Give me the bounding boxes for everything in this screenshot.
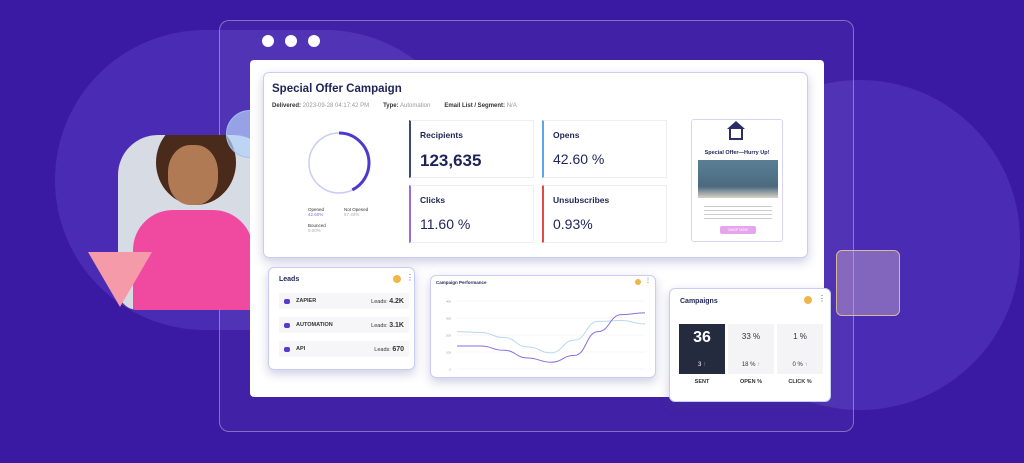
performance-line-chart: 400 300 200 100 0 (446, 300, 646, 372)
stat-value: 123,635 (420, 151, 482, 170)
stat-value: 42.60 % (553, 151, 605, 167)
tile-label: CLICK % (788, 379, 812, 385)
legend-label: Opened (308, 207, 325, 212)
email-headline: Special Offer—Hurry Up! (704, 150, 770, 156)
stat-label: Recipients (420, 130, 463, 140)
help-icon[interactable] (635, 279, 641, 285)
legend-label: Bounced (308, 223, 326, 228)
delivered-value: 2023-09-28 04:17:42 PM (302, 103, 370, 109)
chart-title: Campaign Performance (436, 280, 487, 285)
shop-now-button[interactable]: SHOP NOW (720, 226, 756, 234)
legend-value: 0.00% (308, 228, 321, 233)
opens-donut-chart (307, 131, 371, 195)
stat-card-opens: Opens 42.60 % (542, 120, 667, 178)
y-tick-label: 200 (446, 334, 451, 338)
arrow-up-icon: ↑ (757, 362, 761, 368)
more-options-icon[interactable]: ⋮ (406, 273, 414, 282)
email-body-text (704, 206, 772, 220)
arrow-up-icon: ↑ (703, 362, 706, 368)
delivered-label: Delivered: (272, 103, 302, 109)
tile-change: 0 % ↑ (792, 362, 808, 368)
lead-count: Leads: 4.2K (371, 297, 404, 305)
type-value: Automation (399, 103, 431, 109)
campaign-performance-card: Campaign Performance ⋮ 400 300 200 100 0 (430, 275, 656, 378)
list-label: Email List / Segment: (444, 103, 506, 109)
more-options-icon[interactable]: ⋮ (645, 278, 651, 284)
more-options-icon[interactable]: ⋮ (818, 294, 826, 303)
lead-source-icon (284, 298, 290, 304)
campaigns-title: Campaigns (680, 298, 718, 305)
campaign-summary-card: Special Offer Campaign Delivered: 2023-0… (263, 72, 808, 258)
y-tick-label: 0 (449, 368, 451, 372)
stat-label: Opens (553, 130, 580, 140)
y-tick-label: 300 (446, 317, 451, 321)
y-tick-label: 400 (446, 300, 451, 304)
legend-bounced: Bounced 0.00% (308, 223, 326, 233)
stat-value: 11.60 % (420, 216, 471, 232)
tile-value: 33 % (741, 332, 761, 341)
tile-label: SENT (694, 379, 710, 385)
lead-source-name: AUTOMATION (296, 322, 333, 328)
help-icon[interactable] (804, 296, 812, 304)
window-dot (308, 35, 320, 47)
decor-triangle (88, 252, 152, 307)
page-title: Special Offer Campaign (272, 83, 402, 95)
arrow-up-icon: ↑ (804, 362, 808, 368)
list-value: N/A (506, 103, 517, 109)
legend-opened: Opened 42.60% (308, 207, 324, 217)
lead-count: Leads: 3.1K (371, 321, 404, 329)
lead-source-row[interactable]: API Leads: 670 (279, 341, 409, 357)
tile-change: 18 % ↑ (741, 362, 761, 368)
lead-source-row[interactable]: ZAPIER Leads: 4.2K (279, 293, 409, 309)
campaign-tile-click[interactable]: 1 % 0 % ↑ (777, 324, 823, 374)
email-preview[interactable]: Special Offer—Hurry Up! SHOP NOW (691, 119, 783, 242)
home-icon (729, 128, 743, 140)
lead-count: Leads: 670 (374, 345, 404, 353)
lead-source-icon (284, 322, 290, 328)
lead-source-row[interactable]: AUTOMATION Leads: 3.1K (279, 317, 409, 333)
donut-opened-arc (307, 131, 371, 195)
legend-value: 57.40% (344, 212, 360, 217)
tile-change: 3 ↑ (697, 362, 706, 368)
stat-card-recipients: Recipients 123,635 (409, 120, 534, 178)
tile-label: OPEN % (739, 379, 762, 385)
campaigns-card: Campaigns ⋮ 36 3 ↑ SENT 33 % 18 % ↑ OPEN % 1 %… (669, 288, 831, 402)
tile-value: 1 % (793, 332, 807, 341)
type-label: Type: (383, 103, 399, 109)
leads-card: Leads ⋮ ZAPIER Leads: 4.2K AUTOMATION Leads… (268, 267, 415, 370)
stat-value: 0.93% (553, 216, 593, 232)
lead-source-name: ZAPIER (296, 298, 317, 304)
leads-title: Leads (279, 276, 300, 283)
legend-not-opened: Not Opened 57.40% (344, 207, 368, 217)
legend-value: 42.60% (308, 212, 324, 217)
series-line-0 (456, 320, 646, 354)
y-tick-label: 100 (446, 351, 451, 355)
series-line-1 (457, 312, 646, 363)
window-dot (285, 35, 297, 47)
lead-source-name: API (296, 346, 306, 352)
legend-label: Not Opened (344, 207, 369, 212)
tile-value: 36 (693, 329, 711, 346)
decor-square (836, 250, 900, 316)
campaign-tile-open[interactable]: 33 % 18 % ↑ (728, 324, 774, 374)
stat-label: Unsubscribes (553, 195, 610, 205)
campaign-tile-sent[interactable]: 36 3 ↑ (679, 324, 725, 374)
stat-card-clicks: Clicks 11.60 % (409, 185, 534, 243)
lead-source-icon (284, 346, 290, 352)
window-dot (262, 35, 274, 47)
stat-card-unsubscribes: Unsubscribes 0.93% (542, 185, 667, 243)
campaign-meta: Delivered: 2023-09-28 04:17:42 PM Type: … (272, 103, 517, 109)
help-icon[interactable] (393, 275, 401, 283)
email-hero-image (698, 160, 778, 198)
stat-label: Clicks (420, 195, 446, 205)
